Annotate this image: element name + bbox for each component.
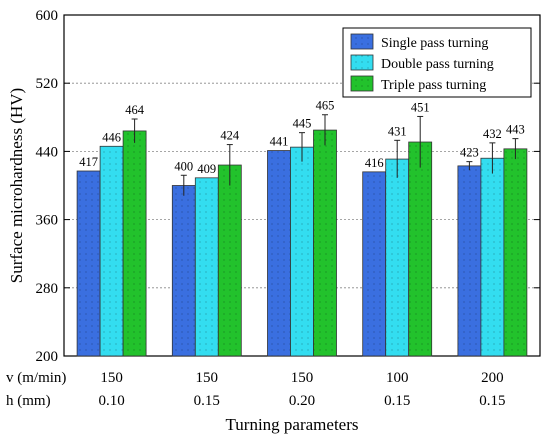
bar [362, 171, 387, 357]
param-value: 200 [481, 370, 504, 386]
bar [503, 148, 528, 357]
data-label: 432 [483, 127, 502, 141]
x-axis-label: Turning parameters [226, 415, 359, 434]
param-row-label: h (mm) [6, 393, 51, 409]
bar [480, 157, 505, 357]
y-tick-label: 600 [36, 8, 59, 24]
param-value: 0.15 [384, 393, 410, 409]
bar [457, 165, 482, 357]
data-label: 423 [460, 146, 479, 160]
legend-label: Single pass turning [381, 36, 488, 51]
data-label: 424 [220, 129, 240, 143]
data-label: 446 [102, 130, 121, 144]
param-value: 0.15 [194, 393, 220, 409]
bar [313, 129, 337, 357]
y-tick-label: 520 [36, 76, 59, 92]
y-axis-label: Surface microhardness (HV) [7, 88, 26, 283]
param-value: 100 [386, 370, 409, 386]
bar [76, 170, 101, 357]
data-label: 441 [270, 135, 289, 149]
bar [217, 164, 242, 357]
param-value: 0.10 [98, 393, 124, 409]
param-value: 150 [196, 370, 219, 386]
legend-box [342, 27, 532, 98]
legend-swatch [350, 54, 374, 71]
legend-swatch [350, 33, 374, 50]
data-label: 464 [125, 103, 145, 117]
data-label: 409 [197, 162, 216, 176]
legend-label: Double pass turning [381, 57, 494, 72]
param-value: 0.15 [479, 393, 505, 409]
y-tick-label: 440 [36, 144, 59, 160]
y-tick-label: 360 [36, 213, 59, 229]
data-label: 445 [293, 117, 312, 131]
data-label: 443 [506, 123, 525, 137]
bar [267, 150, 291, 357]
data-label: 417 [79, 155, 98, 169]
data-label: 451 [411, 100, 430, 114]
param-value: 0.20 [289, 393, 315, 409]
y-tick-label: 200 [36, 349, 59, 365]
legend-swatch [350, 75, 374, 92]
y-tick-label: 280 [36, 281, 59, 297]
bar [122, 130, 147, 357]
bar [171, 185, 196, 357]
bar [99, 145, 124, 357]
bar [290, 146, 314, 357]
bar [194, 177, 219, 357]
param-value: 150 [291, 370, 314, 386]
bar [408, 141, 433, 357]
bar [385, 158, 410, 357]
data-label: 431 [388, 124, 407, 138]
param-row-label: v (m/min) [6, 370, 66, 386]
param-value: 150 [100, 370, 123, 386]
data-label: 416 [365, 156, 384, 170]
legend-label: Triple pass turning [381, 78, 486, 93]
data-label: 465 [316, 99, 335, 113]
data-label: 400 [174, 159, 193, 173]
